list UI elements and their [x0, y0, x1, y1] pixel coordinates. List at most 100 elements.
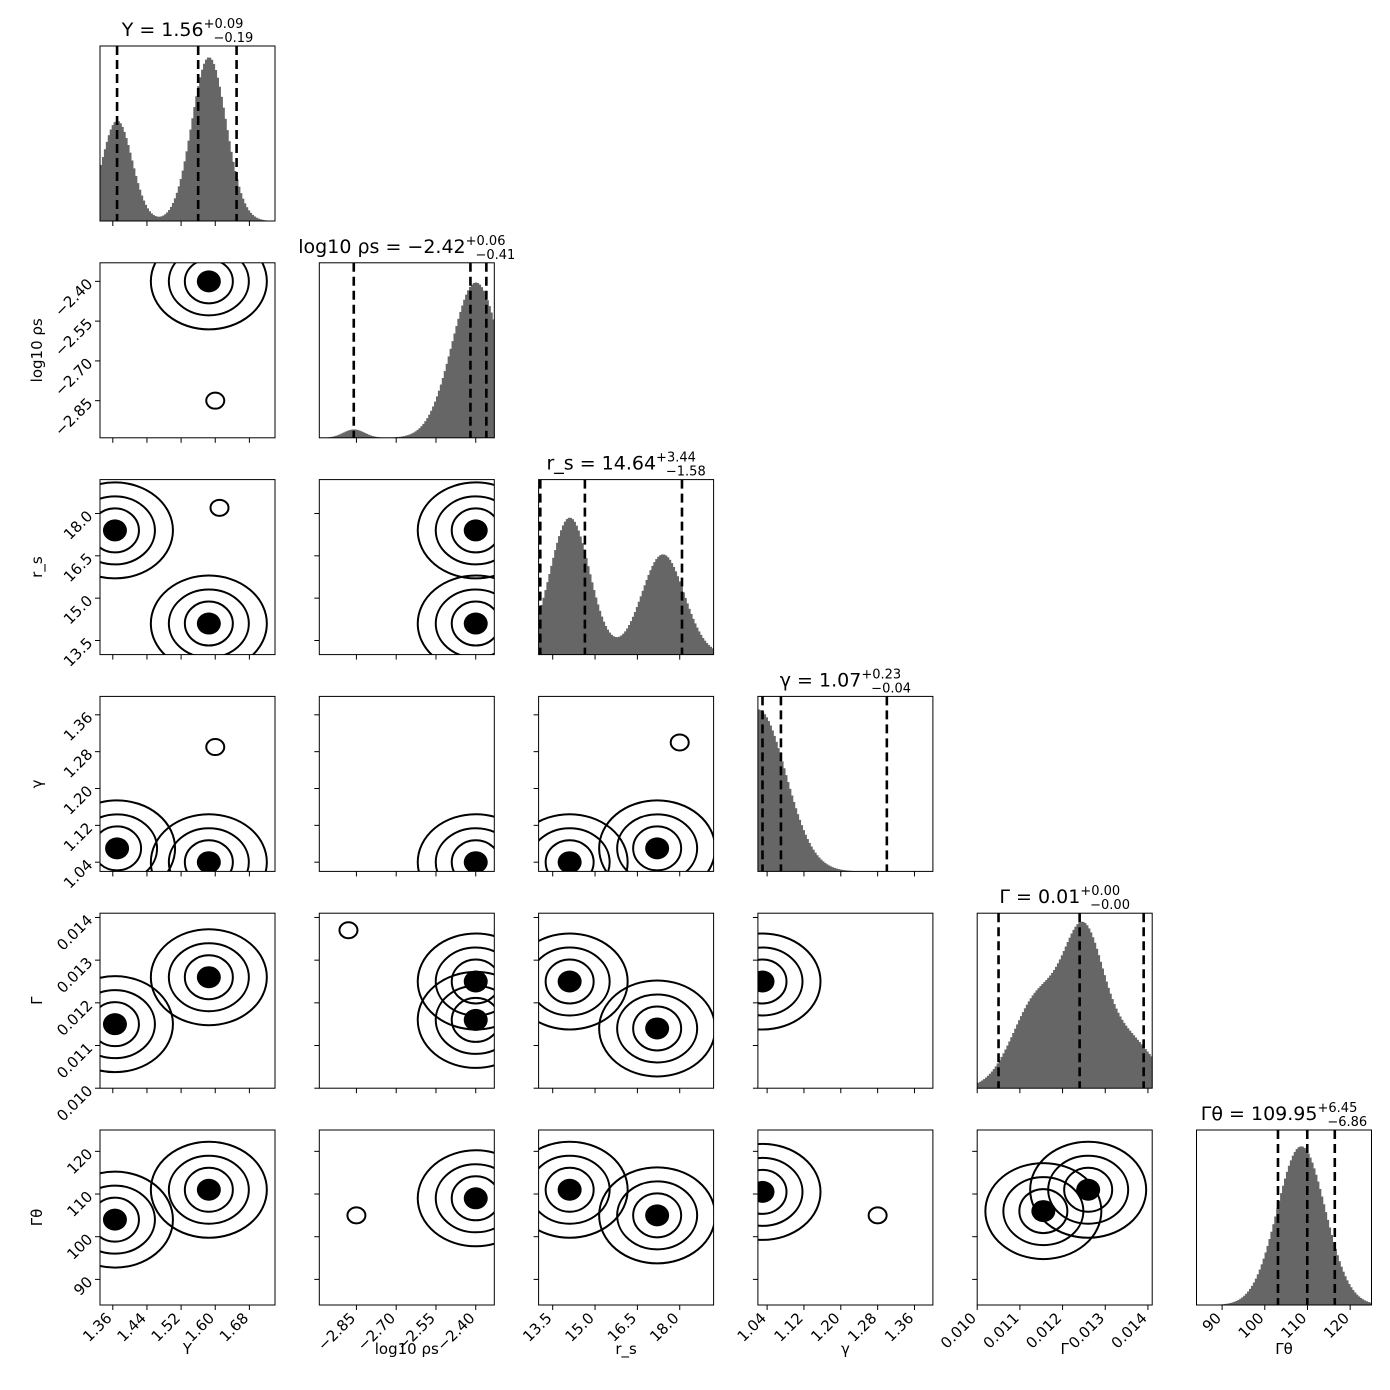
density-peak: [757, 970, 775, 993]
histogram-bar: [1010, 1037, 1013, 1089]
histogram-bar: [103, 149, 107, 221]
histogram-bar: [191, 118, 194, 221]
histogram-bar: [698, 631, 701, 655]
histogram-bar: [550, 565, 553, 655]
histogram-bar: [655, 559, 658, 655]
histogram-bar: [1113, 1004, 1116, 1089]
histogram-bar: [820, 859, 823, 872]
histogram-bar: [1012, 1033, 1015, 1089]
x-tick-label: 15.0: [562, 1309, 598, 1345]
panel-frame: [318, 262, 495, 439]
histogram-bar: [1025, 1004, 1029, 1089]
histogram-bar: [1326, 1219, 1330, 1305]
histogram-bar: [581, 543, 584, 655]
histogram-bar: [1293, 1151, 1297, 1305]
histogram-bar: [232, 161, 235, 221]
histogram-bar: [350, 429, 353, 438]
histogram-bar: [101, 157, 105, 221]
y-tick-label: 100: [63, 1230, 96, 1263]
y-tick-label: 15.0: [60, 592, 96, 628]
x-tick-label: 110: [1277, 1309, 1310, 1342]
contour-level: [149, 262, 268, 331]
histogram-bar: [583, 550, 586, 655]
histogram-bar: [486, 300, 489, 438]
histogram-bar: [133, 168, 136, 221]
histogram-bar: [1049, 975, 1052, 1089]
x-axis-label: Y: [182, 1340, 193, 1358]
contour-level: [598, 799, 714, 872]
histogram-bar: [711, 648, 714, 655]
histogram-bar: [1285, 1171, 1289, 1305]
histogram-bar: [255, 217, 258, 221]
histogram-bar: [131, 160, 134, 221]
contour-level: [100, 975, 174, 1074]
histogram-bar: [342, 432, 345, 438]
histogram-bar: [1056, 963, 1060, 1089]
contour-level: [183, 1166, 234, 1213]
histogram-bar: [1008, 1041, 1011, 1089]
histogram-bar: [701, 637, 705, 655]
histogram-bar: [434, 401, 437, 438]
histogram-bar: [330, 436, 334, 438]
histogram-bar: [1237, 1299, 1240, 1305]
histogram-bar: [218, 86, 221, 222]
histogram-bar: [482, 290, 485, 438]
histogram-bar: [1138, 1042, 1141, 1089]
density-peak: [196, 270, 221, 293]
histogram-bar: [761, 711, 765, 872]
histogram-bar: [604, 626, 608, 655]
histogram-bar: [181, 170, 185, 221]
histogram-bar: [1250, 1285, 1254, 1305]
contour-level: [538, 1154, 611, 1225]
histogram-bar: [816, 855, 819, 872]
histogram-bar: [598, 610, 602, 655]
x-axis-label: Γθ: [1275, 1340, 1293, 1358]
contour-panel-r_s-vs-Y: [100, 481, 268, 655]
histogram-bar: [356, 429, 359, 438]
histogram-bar: [561, 525, 565, 655]
histogram-bar: [138, 189, 142, 221]
contour-level: [757, 932, 822, 1031]
histogram-bar: [175, 192, 179, 221]
histogram-bar: [1066, 942, 1069, 1089]
contour-level: [1063, 1166, 1114, 1213]
histogram-bar: [1029, 998, 1033, 1089]
histogram-bar: [1249, 1288, 1252, 1305]
histogram-bar: [251, 214, 255, 221]
contour-level: [100, 813, 159, 872]
histogram-bar: [136, 183, 140, 221]
histogram-bar: [661, 554, 664, 655]
histogram-bar: [100, 164, 103, 221]
histogram-bar: [1338, 1261, 1341, 1305]
histogram-bar: [822, 861, 825, 872]
histogram-bar: [1324, 1212, 1328, 1305]
histogram-bar: [618, 636, 621, 655]
y-tick-label: 90: [70, 1273, 96, 1299]
histogram-bar: [154, 216, 157, 221]
y-tick-label: 0.013: [53, 954, 96, 997]
contour-level: [434, 827, 495, 872]
histogram-bar: [571, 519, 574, 655]
histogram-bar: [1350, 1287, 1353, 1305]
histogram-bar: [1082, 921, 1085, 1089]
histogram-bar: [119, 123, 122, 221]
histogram-bar: [1291, 1155, 1295, 1305]
histogram-bar: [476, 283, 480, 438]
contour-level: [100, 799, 177, 872]
contour-panel-Gamma-vs-Y: [100, 928, 268, 1074]
histogram-bar: [1060, 955, 1064, 1089]
contour-level: [757, 1142, 822, 1241]
y-tick-label: −2.70: [51, 355, 96, 400]
histogram-bar: [783, 768, 786, 872]
histogram-bar: [1074, 926, 1077, 1089]
y-tick-label: 0.010: [53, 1082, 96, 1125]
histogram-bar: [614, 637, 617, 655]
histogram-bar: [659, 555, 662, 655]
histogram-bar: [1295, 1149, 1299, 1305]
histogram-bar: [228, 141, 231, 221]
histogram-bar: [426, 418, 429, 438]
density-peak: [196, 966, 221, 989]
histogram-bar: [1299, 1146, 1302, 1305]
histogram-bar: [412, 432, 415, 438]
histogram-bar: [1047, 977, 1050, 1089]
